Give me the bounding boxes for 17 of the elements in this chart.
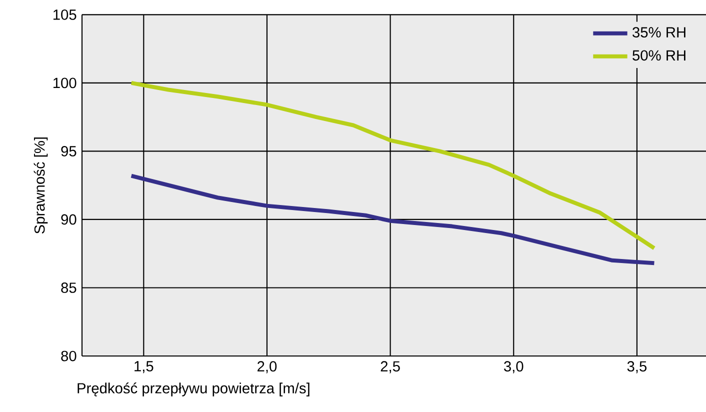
- y-tick-label: 105: [53, 9, 76, 20]
- legend-label: 35% RH: [632, 27, 686, 38]
- y-axis-title: Sprawność [%]: [34, 137, 48, 234]
- y-tick-label: 95: [61, 146, 76, 156]
- line-series: [129, 80, 656, 250]
- y-tick-label: 100: [53, 78, 76, 88]
- x-tick-label: 2,5: [380, 361, 400, 374]
- line-series: [129, 174, 656, 266]
- x-tick-label: 2,0: [258, 361, 277, 374]
- x-tick-label: 3,0: [504, 361, 524, 374]
- x-tick-label: 3,5: [627, 361, 647, 374]
- x-tick-label: 1,5: [134, 361, 154, 374]
- x-axis-title: Prędkość przepływu powietrza [m/s]: [78, 382, 310, 396]
- y-tick-label: 85: [61, 282, 76, 293]
- y-tick-label: 90: [61, 214, 76, 225]
- y-tick-label: 80: [61, 350, 76, 362]
- legend-label: 50% RH: [632, 50, 686, 61]
